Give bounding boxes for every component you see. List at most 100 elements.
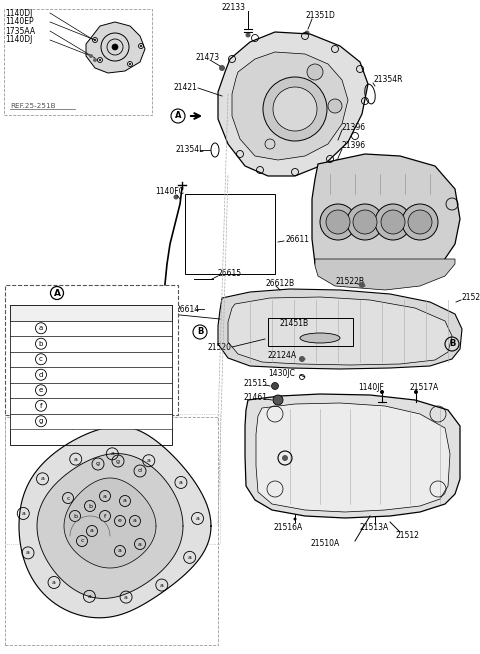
Text: a: a	[52, 580, 56, 585]
Text: 1140CG: 1140CG	[107, 402, 137, 410]
Text: 21356E: 21356E	[108, 417, 136, 426]
Text: b: b	[39, 341, 43, 347]
Bar	[10, 305, 172, 320]
Polygon shape	[218, 32, 368, 176]
Polygon shape	[245, 394, 460, 518]
Text: b: b	[73, 513, 77, 519]
Polygon shape	[86, 22, 145, 73]
Circle shape	[93, 58, 97, 62]
Text: 22124A: 22124A	[268, 351, 297, 360]
Polygon shape	[19, 426, 211, 618]
Text: 1140FR: 1140FR	[108, 354, 136, 364]
Bar	[185, 194, 275, 274]
Text: 1140FC: 1140FC	[155, 188, 184, 196]
Text: a: a	[21, 511, 25, 516]
Text: 26614: 26614	[176, 305, 200, 313]
Text: b: b	[88, 504, 92, 509]
Circle shape	[375, 204, 411, 240]
Text: 26611: 26611	[285, 235, 309, 243]
Bar	[10, 320, 172, 336]
Text: a: a	[39, 325, 43, 331]
Text: SYMBOL: SYMBOL	[23, 308, 59, 317]
Text: 1140FZ: 1140FZ	[108, 339, 136, 348]
Text: A: A	[53, 288, 60, 298]
Polygon shape	[256, 403, 450, 512]
Text: c: c	[80, 538, 84, 543]
Text: 21510A: 21510A	[311, 540, 340, 549]
Text: 1430JC: 1430JC	[268, 370, 295, 379]
Text: a: a	[179, 480, 183, 485]
Circle shape	[140, 45, 142, 47]
Circle shape	[273, 87, 317, 131]
Text: a: a	[90, 528, 94, 534]
Text: a: a	[26, 551, 30, 555]
Circle shape	[293, 517, 297, 521]
Circle shape	[129, 63, 131, 65]
Text: PNC: PNC	[113, 308, 131, 317]
Text: 21396: 21396	[342, 122, 366, 131]
Bar	[10, 383, 172, 398]
Circle shape	[99, 59, 101, 61]
Circle shape	[408, 210, 432, 234]
Bar	[10, 398, 172, 413]
Circle shape	[402, 204, 438, 240]
Text: a: a	[196, 516, 200, 521]
Circle shape	[326, 210, 350, 234]
Bar	[268, 318, 353, 346]
Text: 21354L: 21354L	[176, 145, 204, 154]
Circle shape	[353, 210, 377, 234]
Text: c: c	[39, 356, 43, 362]
Circle shape	[112, 44, 118, 50]
Text: a: a	[118, 549, 122, 553]
Text: 1140EB: 1140EB	[108, 324, 137, 333]
Text: 21473: 21473	[195, 54, 219, 63]
Polygon shape	[232, 52, 348, 160]
Circle shape	[414, 390, 418, 394]
Circle shape	[219, 65, 225, 71]
Text: 21520: 21520	[208, 343, 232, 351]
Text: f: f	[40, 403, 42, 409]
Text: 21515: 21515	[243, 379, 267, 388]
Text: g: g	[96, 462, 100, 466]
Text: 21522B: 21522B	[336, 277, 365, 286]
Text: 21516A: 21516A	[274, 523, 302, 532]
Circle shape	[381, 210, 405, 234]
Text: g: g	[116, 458, 120, 464]
Circle shape	[304, 31, 310, 35]
Text: d: d	[138, 468, 142, 473]
Text: A: A	[175, 111, 181, 120]
Bar	[10, 413, 172, 429]
Circle shape	[320, 204, 356, 240]
Bar	[10, 367, 172, 383]
Text: a: a	[147, 458, 151, 463]
Text: a: a	[87, 594, 91, 599]
Text: B: B	[197, 328, 203, 337]
Circle shape	[336, 141, 340, 145]
Circle shape	[299, 356, 305, 362]
Circle shape	[272, 383, 278, 390]
Circle shape	[359, 282, 365, 288]
Text: f: f	[104, 513, 106, 519]
Text: 21512: 21512	[395, 532, 419, 540]
Text: a: a	[133, 519, 137, 523]
Polygon shape	[228, 297, 452, 365]
Text: 21513A: 21513A	[360, 523, 389, 532]
FancyBboxPatch shape	[5, 417, 218, 645]
Circle shape	[380, 390, 384, 394]
Circle shape	[273, 395, 283, 405]
Text: 1140JF: 1140JF	[358, 383, 384, 392]
Circle shape	[245, 33, 251, 37]
Circle shape	[282, 455, 288, 461]
Text: VIEW: VIEW	[13, 288, 44, 298]
FancyBboxPatch shape	[5, 285, 178, 415]
Text: 1140EP: 1140EP	[5, 18, 34, 27]
Text: 21354R: 21354R	[373, 75, 403, 84]
Polygon shape	[64, 478, 156, 568]
Text: 21517A: 21517A	[410, 383, 439, 392]
Text: REF.25-251B: REF.25-251B	[10, 103, 56, 109]
Circle shape	[328, 99, 342, 113]
Text: e: e	[39, 387, 43, 393]
Text: 21525: 21525	[462, 294, 480, 303]
Text: a: a	[41, 476, 45, 481]
Text: 26615: 26615	[218, 269, 242, 279]
